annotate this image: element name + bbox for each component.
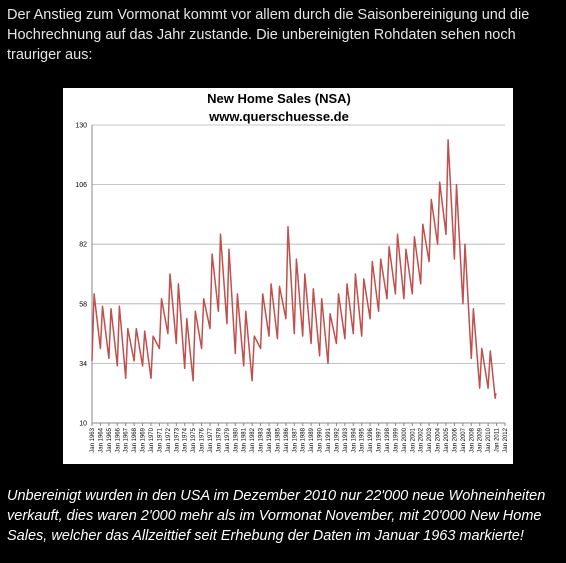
x-tick-label: Jan 1990 — [318, 427, 324, 452]
x-tick-label: Jan 1969 — [141, 427, 147, 452]
x-tick-label: Jan 1987 — [292, 427, 298, 452]
chart-background — [63, 88, 513, 464]
x-tick-label: Jan 1992 — [334, 427, 340, 452]
x-tick-label: Jan 1965 — [107, 427, 113, 452]
x-tick-label: Jan 1968 — [132, 427, 138, 452]
x-tick-label: Jan 2008 — [469, 427, 475, 452]
x-tick-label: Jan 2002 — [419, 427, 425, 452]
x-tick-label: Jan 2010 — [486, 427, 492, 452]
x-tick-label: Jan 2003 — [427, 427, 433, 452]
x-tick-label: Jan 1964 — [98, 427, 104, 452]
x-tick-label: Jan 1966 — [115, 427, 121, 452]
chart: New Home Sales (NSA) www.querschuesse.de… — [63, 88, 513, 464]
x-tick-label: Jan 1971 — [157, 427, 163, 452]
x-tick-label: Jan 1993 — [343, 427, 349, 452]
x-tick-label: Jan 1982 — [250, 427, 256, 452]
x-tick-label: Jan 1997 — [377, 427, 383, 452]
x-tick-label: Jan 2011 — [495, 427, 501, 452]
x-tick-label: Jan 1994 — [351, 427, 357, 452]
x-tick-label: Jan 1995 — [360, 427, 366, 452]
x-tick-label: Jan 1976 — [200, 427, 206, 452]
text-line: Sales, welcher das Allzeittief seit Erhe… — [7, 528, 524, 544]
x-tick-label: Jan 2006 — [452, 427, 458, 452]
x-tick-label: Jan 2000 — [402, 427, 408, 452]
y-tick-label: 106 — [75, 182, 87, 189]
x-tick-label: Jan 1986 — [284, 427, 290, 452]
y-tick-label: 82 — [79, 242, 87, 249]
x-tick-label: Jan 1998 — [385, 427, 391, 452]
text-line: trauriger aus: — [7, 47, 93, 63]
x-tick-label: Jan 2001 — [410, 427, 416, 452]
x-tick-label: Jan 1970 — [149, 427, 155, 452]
text-line: Der Anstieg zum Vormonat kommt vor allem… — [7, 7, 530, 23]
x-tick-label: Jan 1977 — [208, 427, 214, 452]
x-tick-label: Jan 1981 — [242, 427, 248, 452]
x-tick-label: Jan 1984 — [267, 427, 273, 452]
text-line: Hochrechnung auf das Jahr zustande. Die … — [7, 27, 516, 43]
x-tick-label: Jan 2012 — [503, 427, 509, 452]
y-tick-label: 10 — [79, 421, 87, 428]
x-tick-label: Jan 1974 — [183, 427, 189, 452]
x-tick-label: Jan 1999 — [393, 427, 399, 452]
x-tick-label: Jan 2004 — [436, 427, 442, 452]
intro-text: Der Anstieg zum Vormonat kommt vor allem… — [7, 5, 529, 65]
x-tick-label: Jan 1972 — [166, 427, 172, 452]
x-tick-label: Jan 1989 — [309, 427, 315, 452]
x-tick-label: Jan 1980 — [233, 427, 239, 452]
x-tick-label: Jan 1978 — [216, 427, 222, 452]
chart-subtitle: www.querschuesse.de — [208, 109, 349, 124]
x-tick-label: Jan 1983 — [259, 427, 265, 452]
x-tick-label: Jan 2007 — [461, 427, 467, 452]
x-tick-label: Jan 1985 — [275, 427, 281, 452]
x-tick-label: Jan 2005 — [444, 427, 450, 452]
chart-title: New Home Sales (NSA) — [207, 91, 351, 106]
x-tick-label: Jan 1988 — [301, 427, 307, 452]
x-tick-label: Jan 1975 — [191, 427, 197, 452]
text-line: verkauft, dies waren 2'000 mehr als im V… — [7, 508, 542, 524]
y-tick-label: 58 — [79, 301, 87, 308]
y-tick-label: 130 — [75, 123, 87, 130]
x-tick-label: Jan 1963 — [90, 427, 96, 452]
text-line: Unbereinigt wurden in den USA im Dezembe… — [7, 488, 546, 504]
x-tick-label: Jan 1967 — [124, 427, 130, 452]
x-tick-label: Jan 1996 — [368, 427, 374, 452]
x-tick-label: Jan 1973 — [174, 427, 180, 452]
data-line — [91, 139, 497, 399]
x-tick-label: Jan 2009 — [478, 427, 484, 452]
x-tick-label: Jan 1979 — [225, 427, 231, 452]
caption-text: Unbereinigt wurden in den USA im Dezembe… — [7, 486, 545, 546]
x-tick-label: Jan 1991 — [326, 427, 332, 452]
y-tick-label: 34 — [79, 361, 87, 368]
